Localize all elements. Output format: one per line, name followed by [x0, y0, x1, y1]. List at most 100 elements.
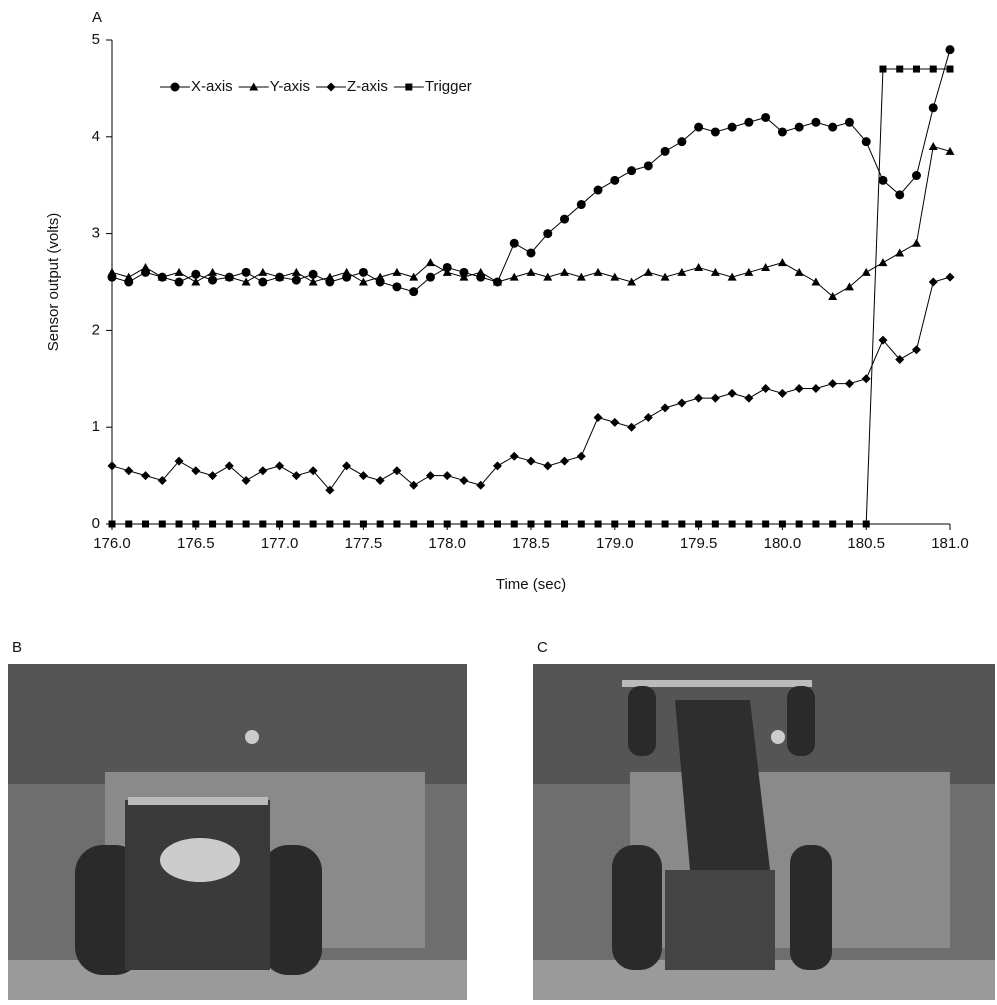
data-point: [393, 520, 401, 528]
data-point: [275, 272, 285, 281]
data-point: [627, 422, 637, 432]
data-point: [828, 122, 838, 132]
x-tick-label: 178.5: [512, 535, 550, 552]
data-point: [527, 520, 535, 528]
y-tick-label: 5: [92, 31, 100, 48]
data-point: [694, 262, 704, 271]
legend-marker: [170, 82, 180, 92]
data-point: [643, 413, 653, 423]
data-point: [242, 520, 250, 528]
data-point: [593, 413, 603, 423]
data-point: [677, 137, 687, 147]
data-point: [845, 520, 853, 528]
data-point: [861, 137, 871, 147]
photo: [8, 664, 467, 1000]
data-point: [492, 461, 502, 471]
data-point: [560, 267, 570, 276]
data-point: [175, 520, 183, 528]
data-point: [727, 272, 737, 281]
data-point: [727, 388, 737, 398]
data-point: [158, 520, 166, 528]
data-point: [392, 267, 402, 276]
data-point: [577, 520, 585, 528]
data-point: [862, 520, 870, 528]
data-point: [777, 258, 787, 267]
legend-label: X-axis: [191, 78, 233, 95]
data-point: [561, 520, 569, 528]
data-point: [107, 461, 117, 471]
data-point: [392, 466, 402, 476]
data-point: [928, 103, 938, 113]
data-point: [174, 456, 184, 466]
data-point: [912, 65, 920, 73]
data-point: [291, 471, 301, 481]
data-point: [308, 466, 318, 476]
data-point: [794, 267, 804, 276]
data-point: [795, 520, 803, 528]
data-point: [342, 267, 352, 276]
data-point: [358, 277, 368, 286]
data-point: [141, 262, 151, 271]
photo: [533, 664, 995, 1000]
data-point: [459, 475, 469, 485]
data-point: [744, 393, 754, 403]
data-point: [308, 269, 318, 279]
data-point: [811, 277, 821, 286]
data-point: [208, 471, 218, 481]
data-point: [157, 475, 167, 485]
data-point: [928, 277, 938, 287]
data-point: [744, 267, 754, 276]
data-point: [493, 520, 501, 528]
data-point: [928, 141, 938, 150]
y-tick-label: 2: [92, 321, 100, 338]
data-point: [911, 171, 921, 181]
data-point: [291, 275, 301, 285]
data-point: [861, 267, 871, 276]
data-point: [309, 520, 317, 528]
data-point: [828, 292, 838, 301]
data-point: [895, 248, 905, 257]
data-point: [308, 277, 318, 286]
data-point: [745, 520, 753, 528]
data-point: [710, 393, 720, 403]
data-point: [677, 398, 687, 408]
data-point: [777, 388, 787, 398]
data-point: [125, 520, 133, 528]
data-point: [275, 461, 285, 471]
data-point: [241, 277, 251, 286]
data-point: [812, 520, 820, 528]
data-point: [108, 520, 116, 528]
data-point: [543, 461, 553, 471]
data-point: [895, 354, 905, 364]
panel-label: A: [92, 9, 102, 26]
data-point: [460, 520, 468, 528]
data-point: [174, 267, 184, 276]
data-point: [643, 161, 653, 171]
data-point: [661, 520, 669, 528]
legend-label: Trigger: [425, 78, 472, 95]
data-point: [844, 379, 854, 389]
x-tick-label: 176.5: [177, 535, 215, 552]
data-point: [794, 122, 804, 132]
data-point: [543, 229, 553, 239]
data-point: [761, 262, 771, 271]
data-point: [593, 267, 603, 276]
data-point: [526, 267, 536, 276]
data-point: [761, 112, 771, 122]
data-point: [492, 277, 502, 286]
y-tick-label: 1: [92, 418, 100, 435]
data-point: [946, 65, 954, 73]
panel-label: C: [537, 639, 548, 656]
data-point: [325, 485, 335, 495]
data-point: [425, 471, 435, 481]
data-point: [576, 200, 586, 210]
data-point: [375, 475, 385, 485]
data-point: [844, 117, 854, 127]
data-point: [543, 272, 553, 281]
data-point: [259, 520, 267, 528]
data-point: [509, 238, 519, 248]
x-tick-label: 178.0: [428, 535, 466, 552]
data-point: [191, 277, 201, 286]
data-point: [343, 520, 351, 528]
data-point: [107, 267, 117, 276]
